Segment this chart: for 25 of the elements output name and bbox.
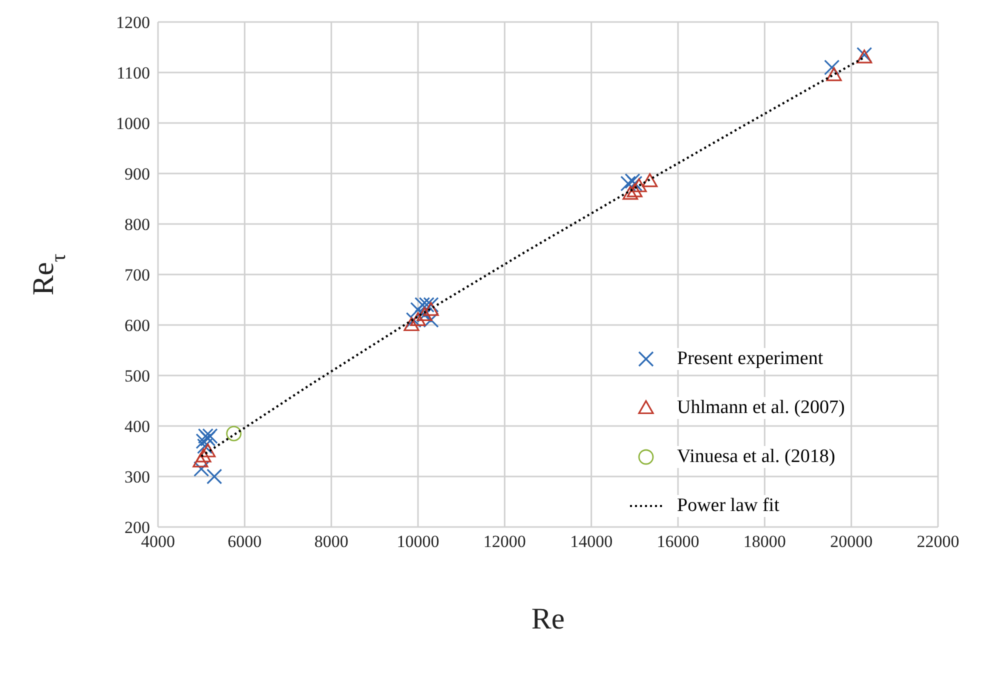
legend-label: Present experiment xyxy=(674,348,826,370)
x-tick-label: 20000 xyxy=(830,532,873,552)
x-tick-label: 10000 xyxy=(396,532,440,552)
y-tick-label: 1100 xyxy=(116,64,150,83)
y-tick-label: 1200 xyxy=(116,13,150,32)
y-tick-label: 500 xyxy=(124,366,150,386)
y-tick-label: 1000 xyxy=(116,114,150,134)
x-tick-label: 16000 xyxy=(656,532,700,552)
x-tick-label: 6000 xyxy=(228,532,262,552)
y-tick-label: 400 xyxy=(124,417,150,436)
x-tick-label: 14000 xyxy=(570,532,613,552)
y-tick-label: 700 xyxy=(124,266,150,285)
y-tick-label: 800 xyxy=(124,215,150,234)
x-tick-label: 22000 xyxy=(916,532,960,552)
x-tick-label: 12000 xyxy=(483,532,526,552)
x-tick-label: 18000 xyxy=(743,532,786,552)
y-tick-label: 900 xyxy=(124,164,150,184)
legend-label: Vinuesa et al. (2018) xyxy=(674,446,838,468)
y-tick-label: 300 xyxy=(124,468,150,487)
legend-label: Uhlmann et al. (2007) xyxy=(674,396,848,418)
x-tick-label: 8000 xyxy=(314,532,348,552)
legend-label: Power law fit xyxy=(674,494,782,516)
y-tick-label: 600 xyxy=(124,316,150,336)
x-tick-label: 4000 xyxy=(141,532,175,552)
x-axis-title: Re xyxy=(531,602,565,636)
